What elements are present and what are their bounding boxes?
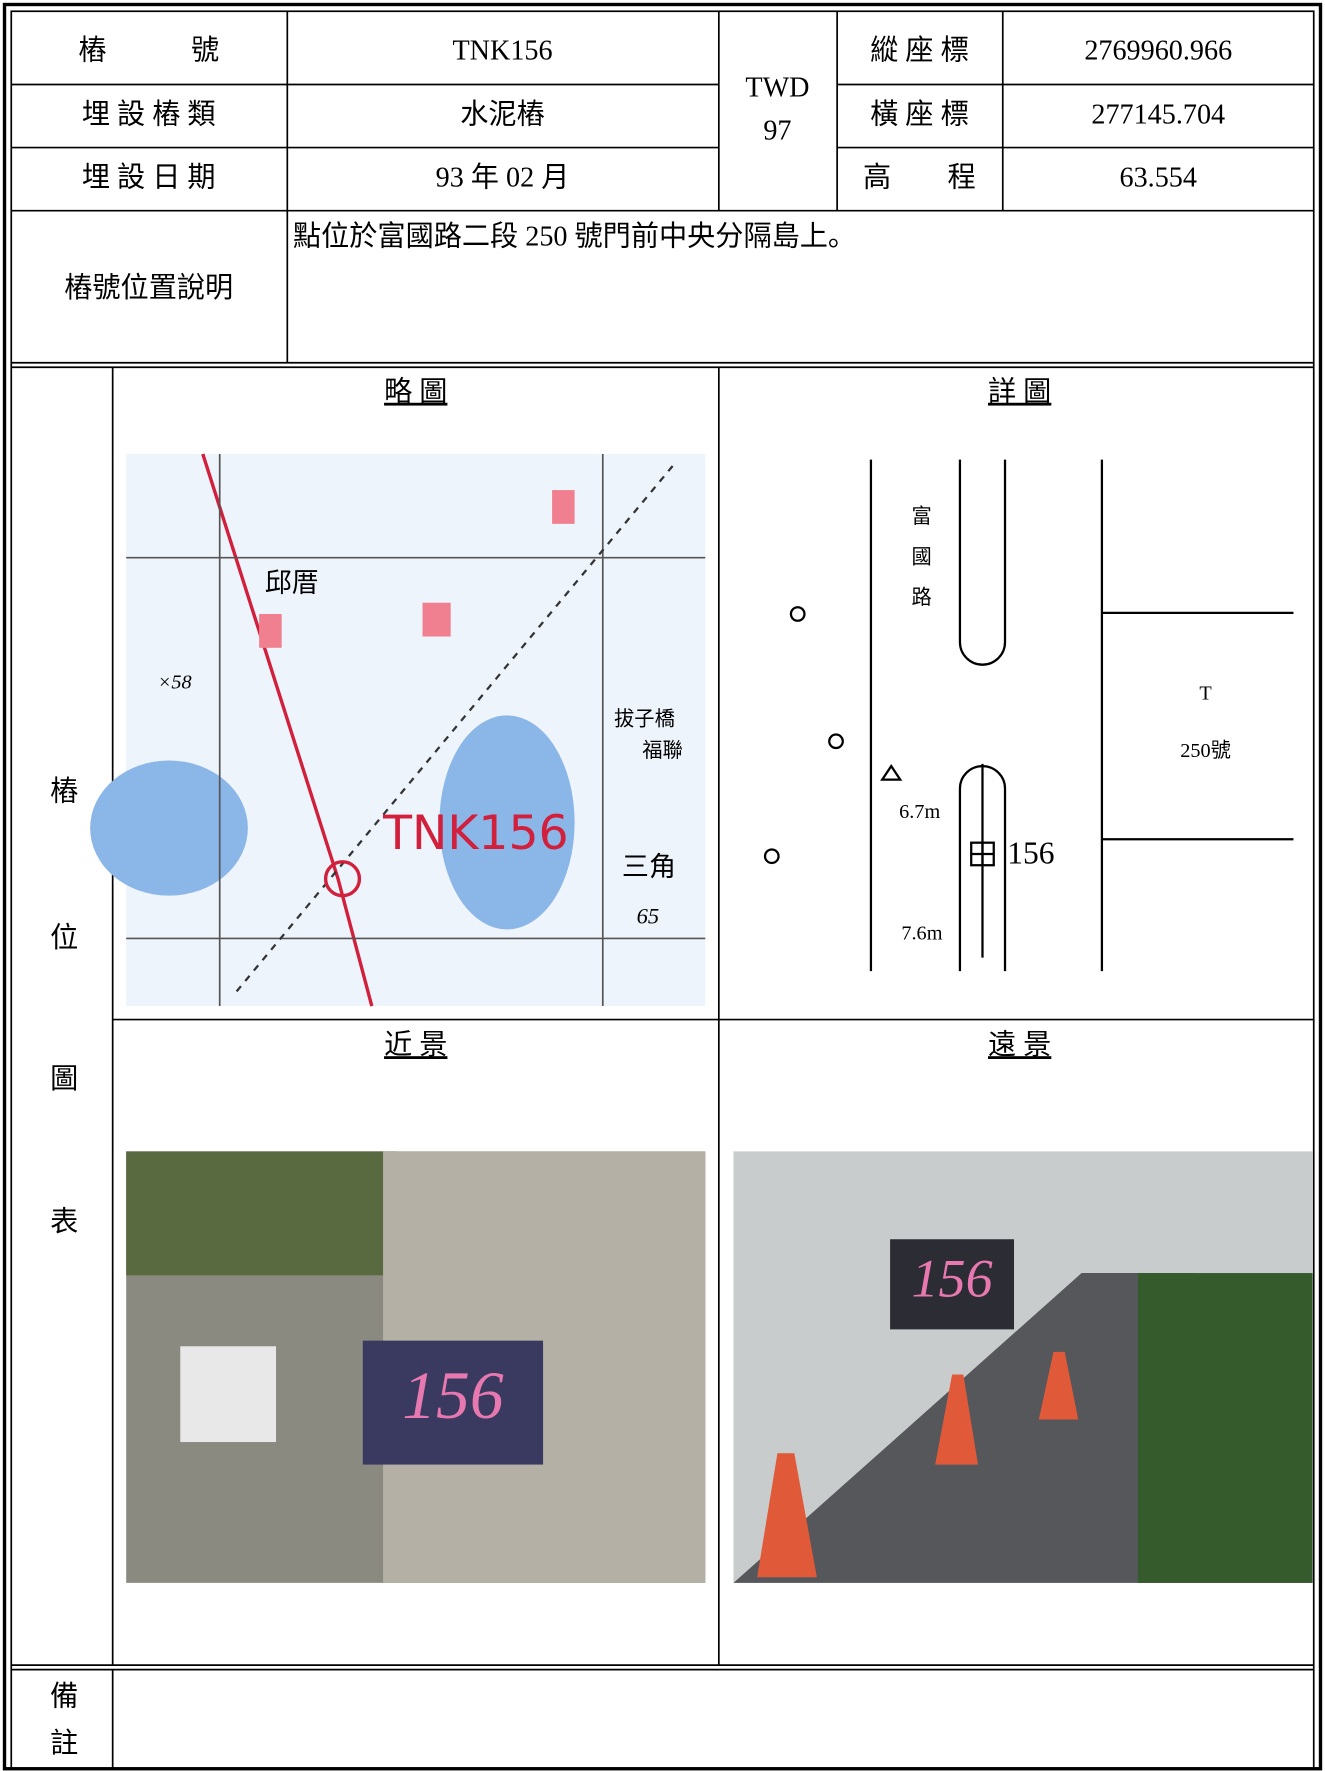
photo-sign: 156: [402, 1358, 504, 1433]
value: 63.554: [1120, 163, 1197, 194]
datum: 97: [763, 115, 791, 146]
far-photo: 156: [733, 1151, 1313, 1583]
map-label: ×58: [158, 671, 192, 693]
map-label: 三角: [622, 852, 676, 882]
road-label: 國: [912, 546, 932, 568]
map-label: TNK156: [382, 806, 569, 861]
map-label: 邱厝: [265, 568, 319, 598]
datum: TWD: [745, 73, 809, 104]
side-label: 樁: [50, 776, 78, 808]
distance: 6.7m: [899, 801, 940, 823]
label: 埋 設 日 期: [82, 162, 216, 194]
remarks-label: 註: [50, 1728, 78, 1760]
side-label: 表: [50, 1206, 78, 1238]
sketch-map: 邱厝 ×58 拔子橋 福聯 TNK156 三角 65: [90, 453, 706, 1007]
side-label: 圖: [50, 1064, 78, 1095]
label: 樁 號: [78, 34, 219, 66]
building-label: 250號: [1180, 739, 1231, 762]
value: 93 年 02 月: [436, 162, 570, 194]
point-label: 156: [1007, 835, 1054, 870]
section-title: 略 圖: [384, 376, 447, 408]
building-label: T: [1199, 683, 1212, 705]
description: 點位於富國路二段 250 號門前中央分隔島上。: [293, 220, 856, 252]
road-label: 路: [912, 586, 932, 609]
label: 高 程: [863, 162, 976, 194]
photo-sign: 156: [912, 1249, 993, 1309]
label: 樁號位置說明: [64, 272, 233, 304]
label: 縱 座 標: [870, 34, 969, 66]
detail-map: [763, 459, 1294, 972]
road-label: 富: [912, 505, 932, 528]
distance: 7.6m: [901, 923, 942, 945]
map-label: 65: [637, 903, 660, 928]
near-photo: 156: [126, 1151, 706, 1583]
value: 277145.704: [1091, 100, 1225, 131]
section-title: 近 景: [384, 1029, 447, 1061]
value: TNK156: [452, 35, 552, 66]
section-title: 遠 景: [988, 1029, 1051, 1061]
value: 水泥樁: [460, 99, 544, 131]
map-label: 拔子橋: [614, 708, 675, 731]
grid-lines: [11, 11, 1314, 1769]
label: 埋 設 樁 類: [82, 99, 216, 131]
remarks-label: 備: [50, 1680, 78, 1712]
map-label: 福聯: [642, 739, 683, 762]
side-label: 位: [50, 922, 78, 954]
value: 2769960.966: [1084, 35, 1232, 66]
section-title: 詳 圖: [988, 376, 1051, 408]
label: 橫 座 標: [870, 99, 969, 131]
